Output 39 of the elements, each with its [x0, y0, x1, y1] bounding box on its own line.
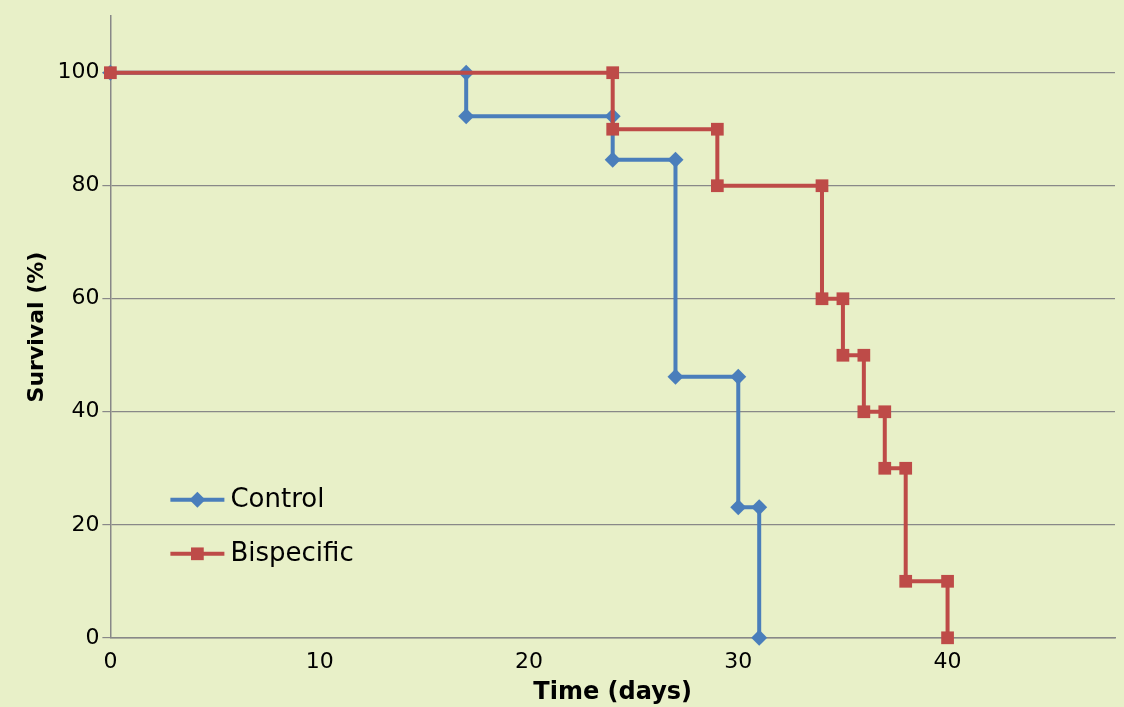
point	[751, 629, 768, 646]
y-tick-label: 20	[71, 510, 100, 536]
point	[730, 368, 747, 385]
point	[815, 179, 829, 193]
point	[751, 499, 768, 516]
point	[604, 151, 621, 168]
x-tick-label: 40	[933, 647, 962, 673]
point	[667, 151, 684, 168]
point	[878, 461, 892, 475]
x-tick-label: 20	[514, 647, 543, 673]
point	[606, 66, 620, 80]
legend-label: Bispecific	[230, 536, 354, 567]
y-axis-title: Survival (%)	[22, 251, 48, 403]
point	[941, 631, 954, 645]
x-tick-label: 0	[103, 647, 118, 673]
point	[836, 292, 850, 306]
point	[857, 348, 871, 362]
point	[815, 292, 829, 306]
y-tick-label: 60	[71, 284, 100, 310]
point	[710, 179, 724, 193]
x-tick-label: 30	[724, 647, 753, 673]
point	[836, 348, 850, 362]
legend-label: Control	[230, 482, 325, 513]
point	[857, 405, 871, 419]
point	[899, 461, 913, 475]
point	[667, 368, 684, 385]
point	[899, 574, 913, 588]
point	[606, 122, 620, 136]
x-axis-title: Time (days)	[533, 676, 693, 705]
y-tick-label: 0	[85, 623, 100, 649]
point	[730, 499, 747, 516]
point	[878, 405, 892, 419]
point	[458, 108, 475, 125]
point	[710, 122, 724, 136]
y-tick-label: 80	[71, 171, 100, 197]
y-tick-label: 100	[57, 58, 100, 84]
x-tick-label: 10	[305, 647, 334, 673]
point	[941, 574, 954, 588]
y-tick-label: 40	[71, 397, 100, 423]
